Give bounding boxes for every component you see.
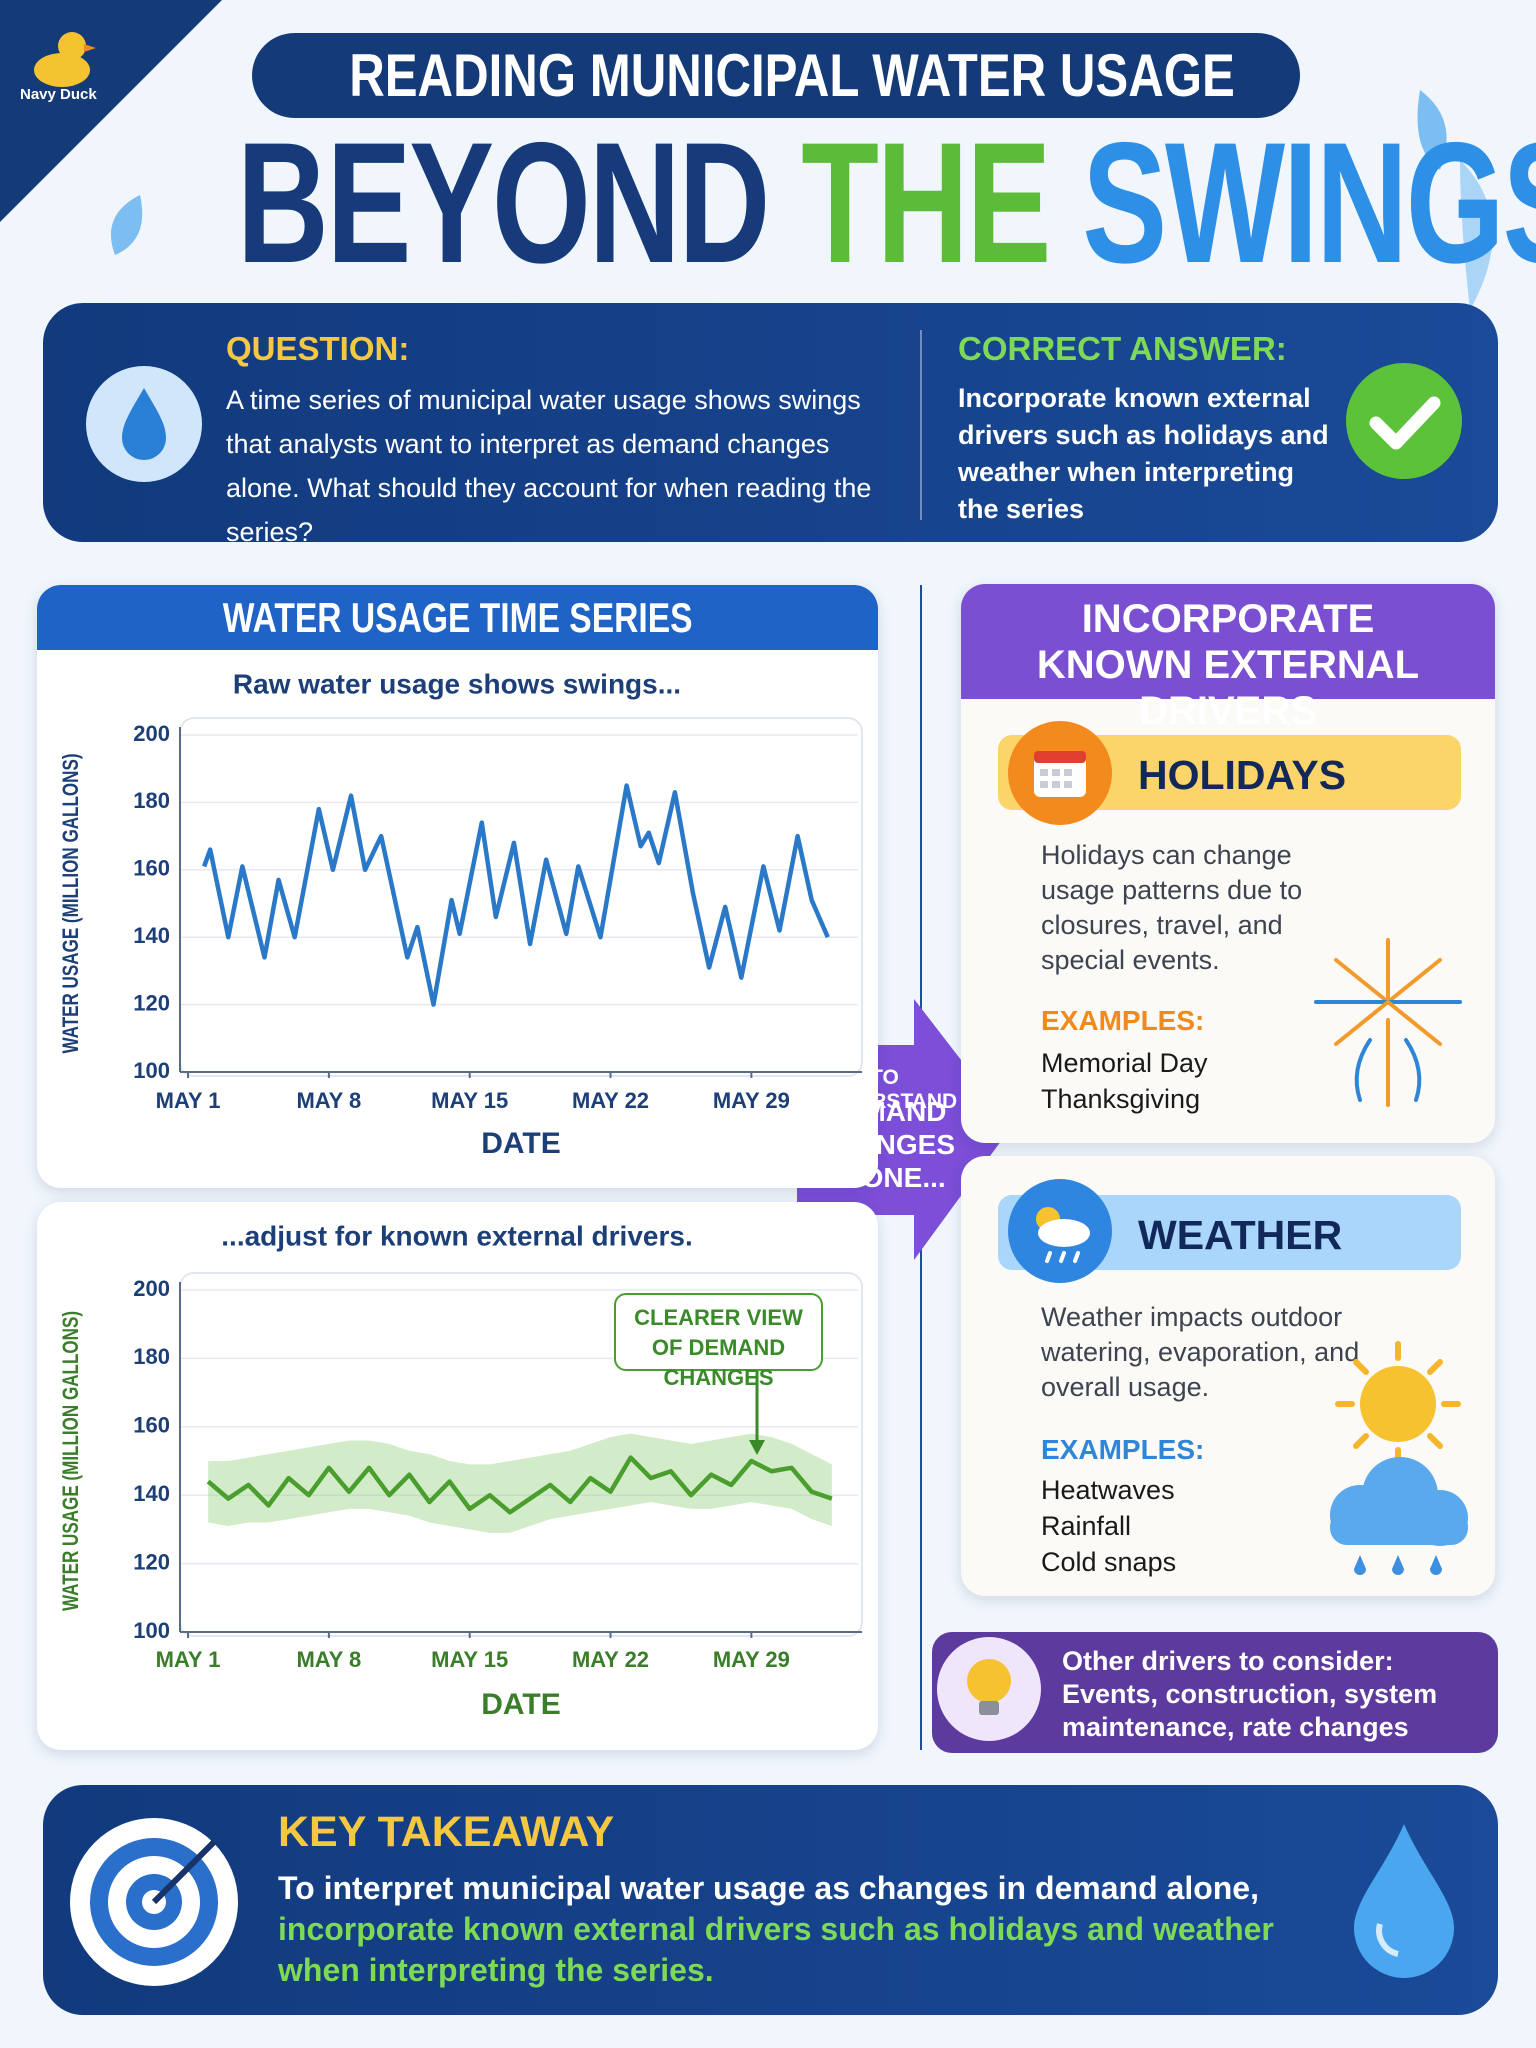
title-word: SWINGS [1082,128,1536,278]
takeaway-banner [43,1785,1498,2015]
other-drivers-text: Events, construction, system maintenance… [1062,1679,1438,1742]
x-tick-label: MAY 22 [572,1088,649,1113]
driver-text: Weather impacts outdoor watering, evapor… [1041,1302,1360,1402]
drivers-panel: INCORPORATE KNOWN EXTERNAL DRIVERS [961,584,1495,1143]
y-tick-label: 140 [133,923,170,948]
brand: Navy Duck [20,86,97,103]
example: Rainfall [1041,1511,1132,1541]
duck-beak [84,44,96,52]
check-icon [1346,363,1462,479]
calendar-icon [1008,721,1112,825]
examples-label: EXAMPLES: [1041,1434,1205,1465]
splash [1417,90,1447,170]
y-tick-label: 120 [133,990,170,1015]
driver-text: Holidays can change usage patterns due t… [1041,840,1303,975]
question-label: QUESTION: [226,330,410,367]
driver-title: HOLIDAYS [1138,752,1347,798]
annotation-arrowhead [749,1440,765,1455]
answer-label: CORRECT ANSWER: [958,330,1287,367]
question-text: A time series of municipal water usage s… [226,385,872,547]
takeaway-text: To interpret municipal water usage as ch… [278,1868,1278,1991]
annotation: CLEARER VIEW OF DEMAND CHANGES [614,1293,823,1390]
example: Memorial Day [1041,1048,1208,1078]
x-tick-label: MAY 1 [156,1647,221,1672]
driver-title: WEATHER [1138,1212,1343,1258]
y-tick-label: 140 [133,1481,170,1506]
takeaway-label: KEY TAKEAWAY [278,1808,615,1856]
x-tick-label: MAY 29 [713,1647,790,1672]
question-banner [43,303,1498,542]
example: Heatwaves [1041,1475,1175,1505]
band [208,1433,832,1533]
x-tick-label: MAY 15 [431,1088,508,1113]
y-axis-title: WATER USAGE (MILLION GALLONS) [58,754,83,1054]
examples: Heatwaves Rainfall Cold snaps [1041,1472,1176,1580]
kicker-pill: READING MUNICIPAL WATER USAGE [252,33,1300,118]
examples: Memorial Day Thanksgiving [1041,1045,1208,1117]
title-word: BEYOND [236,128,770,278]
y-tick-label: 180 [133,788,170,813]
fireworks-icon [1314,938,1462,1107]
x-tick-label: MAY 15 [431,1647,508,1672]
target-icon [70,1818,238,1986]
chart-panel-header: WATER USAGE TIME SERIES [37,585,878,650]
other-drivers-label: Other drivers to consider: [1062,1646,1394,1676]
bridge-text: DEMAND CHANGES ALONE... [815,1096,956,1193]
chart-subtitle: ...adjust for known external drivers. [221,1220,692,1251]
y-tick-label: 160 [133,856,170,881]
drop-icon [1354,1824,1454,1978]
weather-icon [1008,1179,1112,1283]
y-tick-label: 200 [133,1276,170,1301]
y-tick-label: 100 [133,1058,170,1083]
kicker: READING MUNICIPAL WATER USAGE [349,42,1235,109]
y-tick-label: 100 [133,1618,170,1643]
sun-cloud-icon [1330,1341,1468,1575]
bulb-icon [937,1637,1041,1741]
banner-divider [920,330,922,520]
x-tick-label: MAY 8 [296,1647,361,1672]
duck-head [58,32,86,60]
splash [1460,160,1493,310]
chart-subtitle: Raw water usage shows swings... [233,668,681,699]
title-word: THE [801,128,1051,278]
examples-label: EXAMPLES: [1041,1005,1205,1036]
x-tick-label: MAY 8 [296,1088,361,1113]
example: Thanksgiving [1041,1084,1201,1114]
x-tick-label: MAY 29 [713,1088,790,1113]
answer-text: Incorporate known external drivers such … [958,383,1329,524]
drivers-title: INCORPORATE KNOWN EXTERNAL DRIVERS [961,584,1495,733]
y-tick-label: 160 [133,1413,170,1438]
chart-panel-title: WATER USAGE TIME SERIES [222,594,693,641]
x-tick-label: MAY 22 [572,1647,649,1672]
y-axis-title: WATER USAGE (MILLION GALLONS) [58,1311,83,1611]
drop-icon [86,366,202,482]
y-tick-label: 200 [133,721,170,746]
y-tick-label: 120 [133,1549,170,1574]
y-tick-label: 180 [133,1344,170,1369]
main-title: BEYOND THE SWINGS [0,128,1536,278]
splash [110,195,143,255]
line-series [202,783,830,1007]
x-tick-label: MAY 1 [156,1088,221,1113]
line-series [206,1455,833,1515]
takeaway-sentence: To interpret municipal water usage as ch… [278,1870,1259,1906]
x-axis-title: DATE [481,1127,560,1160]
x-axis-title: DATE [481,1688,560,1721]
takeaway-highlight: incorporate known external drivers such … [278,1911,1274,1988]
example: Cold snaps [1041,1547,1177,1577]
duck-body [34,53,90,87]
bridge-lead: TO UNDERSTAND [811,1066,958,1113]
